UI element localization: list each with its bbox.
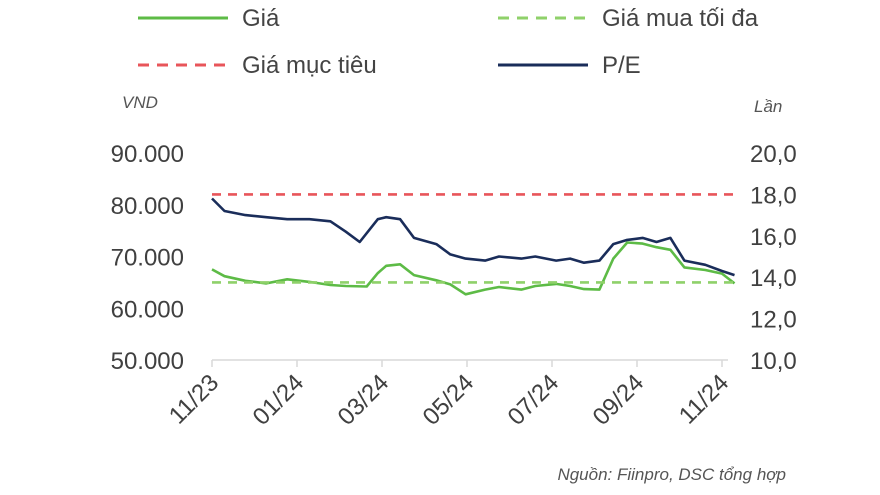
- right-tick-label: 12,0: [750, 307, 797, 334]
- series-line-p-e: [211, 197, 735, 277]
- x-tick-label: 05/24: [418, 369, 480, 431]
- right-tick-label: 18,0: [750, 182, 797, 209]
- plot-area: [211, 193, 736, 296]
- right-axis-unit: Lần: [754, 97, 782, 116]
- x-tick-label: 09/24: [588, 369, 650, 431]
- right-tick-label: 10,0: [750, 348, 797, 375]
- left-axis-ticks: 50.000 60.000 70.000 80.000 90.000: [111, 141, 184, 375]
- right-tick-label: 16,0: [750, 224, 797, 251]
- source-note: Nguồn: Fiinpro, DSC tổng hợp: [557, 465, 786, 484]
- legend-label-gia-mua-toi-da: Giá mua tối đa: [602, 5, 759, 32]
- x-tick-label: 11/24: [674, 369, 734, 429]
- x-tick-label: 01/24: [248, 369, 310, 431]
- left-axis-unit: VND: [122, 93, 158, 112]
- right-axis-ticks: 10,0 12,0 14,0 16,0 18,0 20,0: [750, 141, 797, 375]
- x-tick-label: 03/24: [333, 369, 395, 431]
- left-tick-label: 60.000: [111, 296, 184, 323]
- legend-label-gia: Giá: [242, 5, 280, 32]
- x-tick-label: 07/24: [503, 369, 565, 431]
- right-tick-label: 20,0: [750, 141, 797, 168]
- left-tick-label: 50.000: [111, 348, 184, 375]
- legend-label-p-e: P/E: [602, 52, 641, 79]
- legend-label-gia-muc-tieu: Giá mục tiêu: [242, 52, 377, 79]
- legend: Giá Giá mua tối đa Giá mục tiêu P/E: [138, 5, 759, 79]
- left-tick-label: 90.000: [111, 141, 184, 168]
- series-line-gia: [211, 241, 736, 296]
- right-tick-label: 14,0: [750, 265, 797, 292]
- left-tick-label: 80.000: [111, 193, 184, 220]
- x-tick-label: 11/23: [164, 369, 224, 429]
- x-axis: 11/23 01/24 03/24 05/24 07/24 09/24 11/24: [164, 359, 734, 431]
- left-tick-label: 70.000: [111, 245, 184, 272]
